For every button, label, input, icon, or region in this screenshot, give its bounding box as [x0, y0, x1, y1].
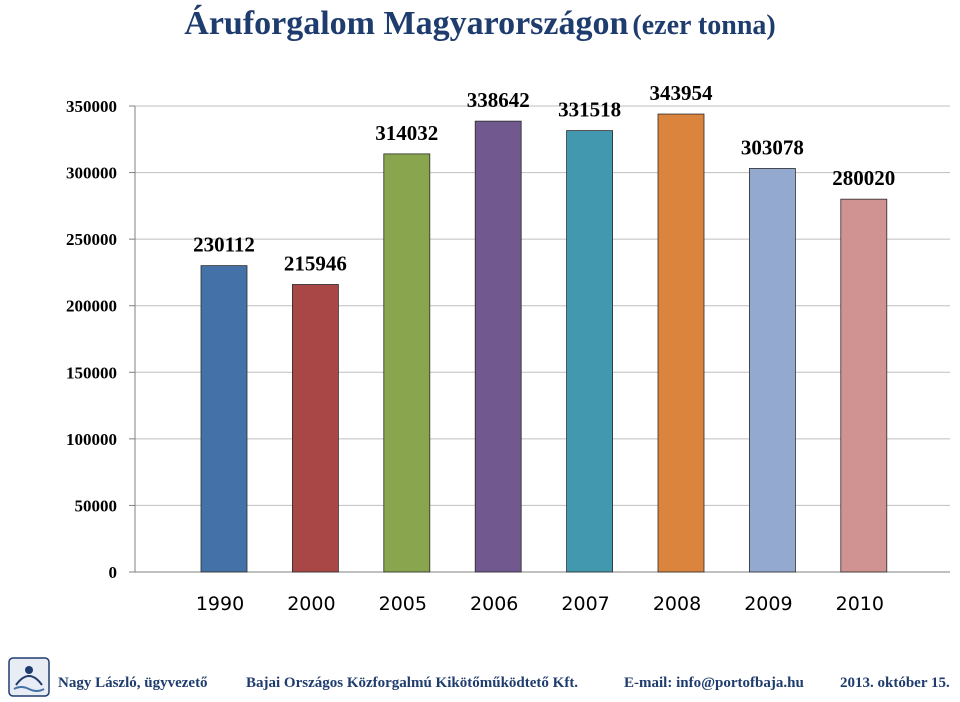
data-label-2010: 280020 — [832, 166, 895, 190]
x-tick-label-2005: 2005 — [379, 593, 427, 615]
title-main: Áruforgalom Magyarországon — [184, 5, 629, 42]
bar-2005 — [383, 153, 431, 573]
data-label-2009: 303078 — [741, 135, 804, 159]
x-tick-label-2008: 2008 — [653, 593, 701, 615]
x-tick-label-2000: 2000 — [287, 593, 335, 615]
bar-2010 — [840, 198, 888, 573]
bar-chart: 0 50000 100000 150000 200000 250000 300000 3500… — [66, 81, 950, 615]
x-tick-label-2009: 2009 — [744, 593, 792, 615]
x-tick-label-2007: 2007 — [561, 593, 609, 615]
port-logo-icon — [8, 657, 50, 697]
data-label-1990: 230112 — [193, 233, 255, 257]
footer: Nagy László, ügyvezető Bajai Országos Kö… — [0, 655, 960, 702]
bar-1990 — [200, 265, 248, 573]
bar-2006 — [474, 120, 522, 573]
x-tick-label-2010: 2010 — [836, 593, 884, 615]
y-tick-label: 100000 — [66, 430, 117, 449]
data-label-2007: 331518 — [558, 98, 621, 122]
bar-2000 — [291, 284, 339, 573]
bar-2009 — [749, 168, 796, 573]
data-label-2006: 338642 — [467, 88, 530, 112]
footer-date: 2013. október 15. — [840, 675, 950, 691]
y-tick-label: 150000 — [66, 363, 117, 382]
y-tick-label: 350000 — [66, 97, 117, 116]
data-label-2000: 215946 — [284, 251, 347, 275]
y-tick-label: 200000 — [66, 297, 117, 316]
x-tick-label-1990: 1990 — [196, 593, 244, 615]
y-tick-label: 0 — [109, 563, 118, 582]
y-tick-label: 300000 — [66, 164, 117, 183]
x-tick-label-2006: 2006 — [470, 593, 518, 615]
chart-title: Áruforgalom Magyarországon (ezer tonna) — [0, 0, 960, 48]
bar-2007 — [566, 130, 613, 573]
data-label-2008: 343954 — [650, 81, 714, 105]
y-tick-label: 50000 — [75, 496, 118, 515]
footer-email: E-mail: info@portofbaja.hu — [624, 675, 804, 691]
bar-2008 — [657, 113, 705, 573]
footer-company: Bajai Országos Közforgalmú Kikötőműködte… — [246, 675, 579, 691]
data-label-2005: 314032 — [375, 121, 438, 145]
footer-author: Nagy László, ügyvezető — [58, 675, 208, 691]
title-unit: (ezer tonna) — [632, 10, 776, 41]
y-tick-label: 250000 — [66, 230, 117, 249]
